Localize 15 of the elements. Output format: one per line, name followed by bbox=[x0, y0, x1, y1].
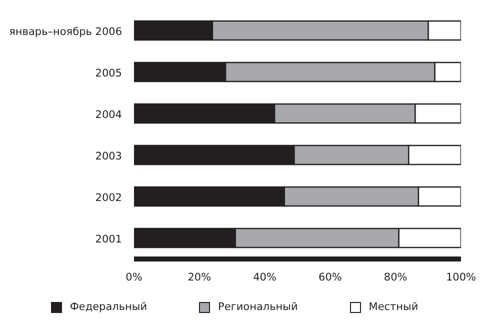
x-tick-label: 60% bbox=[318, 271, 342, 284]
legend-label: Местный bbox=[368, 301, 418, 313]
x-tick-label: 100% bbox=[446, 271, 476, 284]
y-tick-label: 2005 bbox=[95, 67, 122, 80]
legend-label: Федеральный bbox=[70, 301, 148, 313]
y-tick-label: январь–ноябрь 2006 bbox=[9, 26, 122, 38]
y-tick-label: 2001 bbox=[95, 233, 122, 246]
legend-label: Региональный bbox=[218, 301, 298, 313]
x-tick-label: 80% bbox=[384, 271, 408, 284]
y-tick-label: 2003 bbox=[95, 150, 122, 162]
x-tick-label: 40% bbox=[253, 271, 276, 284]
y-tick-label: 2004 bbox=[95, 108, 122, 121]
x-tick-label: 20% bbox=[188, 271, 212, 284]
y-tick-label: 2002 bbox=[95, 192, 122, 204]
x-tick-label: 0% bbox=[126, 271, 142, 284]
